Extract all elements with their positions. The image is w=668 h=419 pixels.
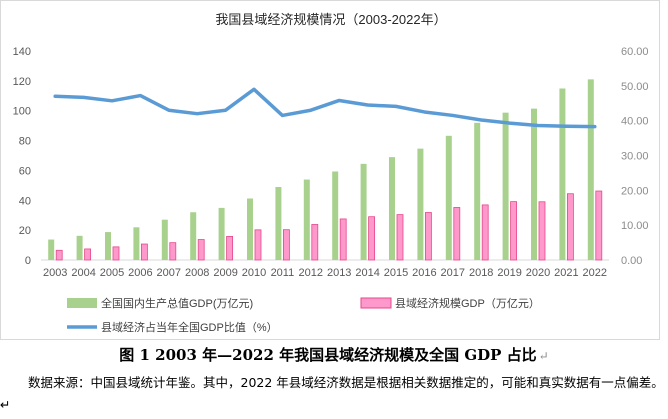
bar-county-gdp: [453, 207, 461, 261]
bar-county-gdp: [311, 224, 319, 261]
bar-county-gdp: [197, 239, 205, 261]
legend-label-county-gdp: 县域经济规模GDP（万亿元）: [395, 296, 540, 310]
bar-county-gdp: [396, 214, 404, 261]
bar-county-gdp: [510, 201, 518, 261]
legend-swatch-county-gdp: [360, 297, 392, 309]
bar-national-gdp: [161, 219, 168, 260]
legend: 全国国内生产总值GDP(万亿元) 县域经济规模GDP（万亿元） 县域经济占当年全国G…: [67, 296, 540, 334]
y2-tick-label: 20.00: [621, 185, 649, 197]
bars: [48, 79, 603, 261]
bar-national-gdp: [587, 79, 594, 260]
figure-caption: 图 1 2003 年—2022 年我国县域经济规模及全国 GDP 占比 ↵: [0, 344, 668, 365]
x-tick-label: 2003: [43, 267, 67, 279]
bar-national-gdp: [76, 235, 83, 260]
bar-county-gdp: [226, 236, 234, 261]
legend-label-national-gdp: 全国国内生产总值GDP(万亿元): [101, 296, 253, 310]
bar-county-gdp: [339, 218, 347, 261]
ratio-line: [53, 87, 597, 129]
bar-national-gdp: [190, 212, 197, 260]
x-tick-label: 2009: [213, 267, 237, 279]
x-tick-label: 2017: [441, 267, 465, 279]
bar-national-gdp: [474, 122, 481, 260]
bar-county-gdp: [538, 201, 546, 261]
y2-tick-label: 0.00: [621, 255, 642, 267]
y-tick-label: 120: [13, 76, 31, 88]
x-tick-label: 2012: [299, 267, 323, 279]
bar-county-gdp: [481, 204, 489, 261]
x-tick-label: 2008: [185, 267, 209, 279]
y2-tick-label: 60.00: [621, 46, 649, 58]
bar-county-gdp: [55, 249, 63, 261]
bar-national-gdp: [332, 171, 339, 260]
y-tick-label: 100: [13, 106, 31, 118]
bar-national-gdp: [445, 135, 452, 260]
x-tick-label: 2022: [583, 267, 607, 279]
bar-county-gdp: [567, 193, 574, 261]
y2-tick-label: 40.00: [621, 116, 649, 128]
bar-national-gdp: [502, 112, 509, 260]
bar-county-gdp: [112, 246, 120, 261]
chart-frame: 我国县域经济规模情况（2003-2022年） 0 20 40 60 80 100 120 14…: [0, 0, 660, 340]
chart-svg: 我国县域经济规模情况（2003-2022年） 0 20 40 60 80 100 120 14…: [13, 12, 649, 334]
x-tick-label: 2004: [71, 267, 95, 279]
bar-county-gdp: [254, 229, 262, 261]
bar-national-gdp: [559, 88, 566, 261]
right-axis: 0.00 10.00 20.00 30.00 40.00 50.00 60.00: [621, 46, 649, 267]
x-tick-label: 2007: [157, 267, 181, 279]
y2-tick-label: 10.00: [621, 220, 649, 232]
chart-title: 我国县域经济规模情况（2003-2022年）: [215, 12, 446, 27]
bar-national-gdp: [218, 207, 225, 260]
return-mark: ↵: [538, 349, 549, 363]
legend-swatch-national-gdp: [67, 298, 97, 308]
x-axis: 2003 2004 2005 2006 2007 2008 2009 2010 2011 2012…: [41, 259, 609, 279]
bar-county-gdp: [424, 212, 432, 261]
bar-county-gdp: [84, 248, 91, 261]
x-tick-label: 2011: [271, 267, 295, 279]
bar-national-gdp: [247, 198, 253, 260]
bar-national-gdp: [531, 108, 537, 260]
bar-national-gdp: [105, 232, 111, 260]
y-tick-label: 0: [25, 255, 31, 267]
x-tick-label: 2019: [497, 267, 521, 279]
bar-national-gdp: [389, 157, 395, 260]
x-tick-label: 2010: [242, 267, 266, 279]
data-source-note: 数据来源：中国县域统计年鉴。其中，2022 年县域经济数据是根据相关数据推定的，…: [0, 375, 664, 412]
bar-county-gdp: [368, 216, 376, 261]
legend-label-ratio: 县域经济占当年全国GDP比值（%）: [101, 320, 278, 334]
ratio-series-line: [53, 87, 597, 129]
bar-national-gdp: [303, 179, 310, 260]
bar-county-gdp: [140, 243, 148, 261]
y2-tick-label: 50.00: [621, 81, 649, 93]
y-tick-label: 20: [19, 225, 31, 237]
bar-national-gdp: [48, 239, 55, 260]
y-tick-label: 80: [19, 136, 31, 148]
bar-county-gdp: [595, 190, 603, 261]
x-tick-label: 2021: [554, 267, 578, 279]
x-tick-label: 2013: [327, 267, 351, 279]
x-tick-label: 2006: [128, 267, 152, 279]
bar-national-gdp: [275, 186, 282, 260]
x-tick-label: 2005: [100, 267, 124, 279]
x-tick-label: 2016: [412, 267, 436, 279]
y-tick-label: 60: [19, 165, 31, 177]
x-tick-label: 2018: [469, 267, 493, 279]
bar-national-gdp: [417, 148, 424, 260]
bar-county-gdp: [282, 229, 290, 261]
bar-national-gdp: [133, 227, 140, 260]
y2-tick-label: 30.00: [621, 151, 649, 163]
bar-national-gdp: [360, 163, 367, 260]
x-tick-label: 2020: [526, 267, 550, 279]
y-tick-label: 40: [19, 195, 31, 207]
x-tick-label: 2014: [355, 267, 379, 279]
caption-text: 图 1 2003 年—2022 年我国县域经济规模及全国 GDP 占比: [119, 346, 537, 364]
left-axis: 0 20 40 60 80 100 120 140: [13, 46, 31, 267]
bar-county-gdp: [169, 242, 177, 261]
x-tick-label: 2015: [384, 267, 408, 279]
y-tick-label: 140: [13, 46, 31, 58]
